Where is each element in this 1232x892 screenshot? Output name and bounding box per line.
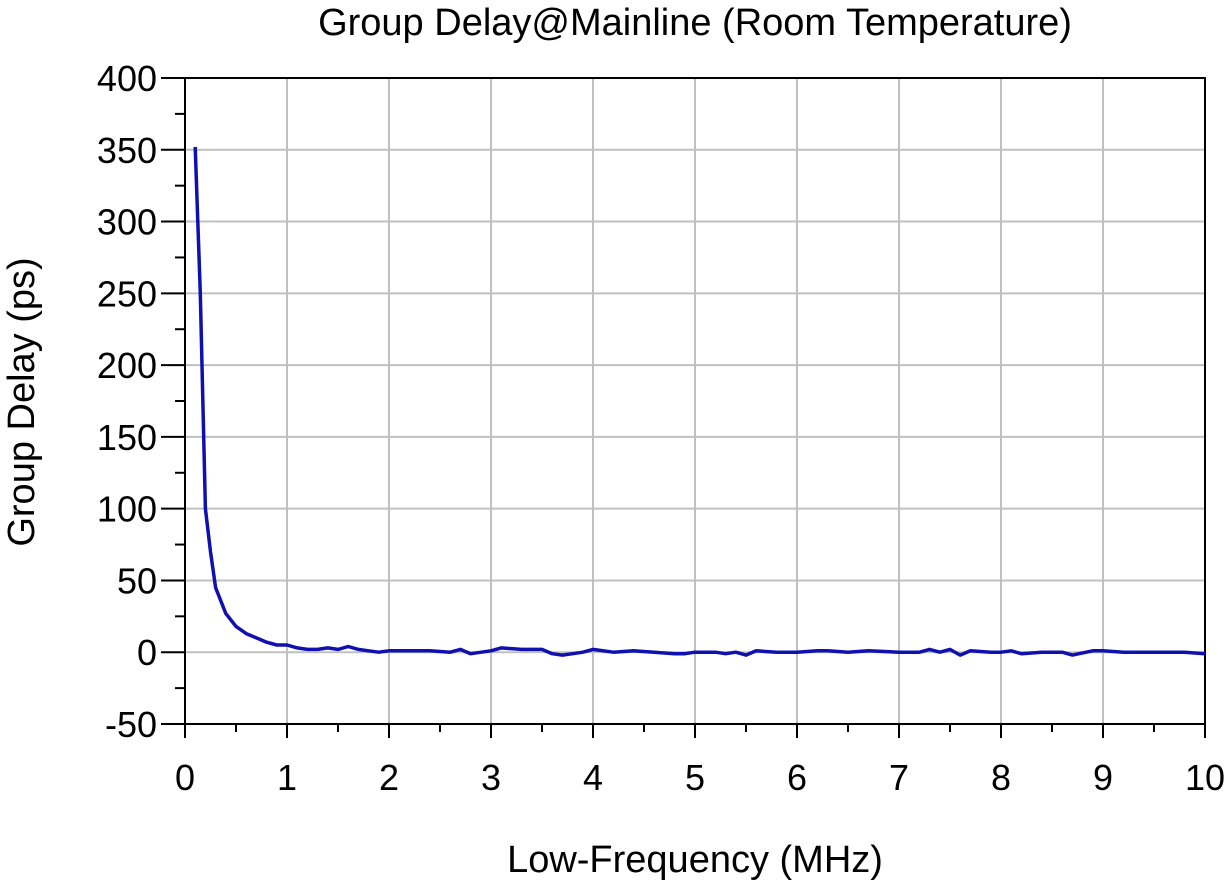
y-tick-label: -50 bbox=[105, 704, 157, 745]
x-tick-label: 4 bbox=[583, 757, 603, 798]
x-axis-label: Low-Frequency (MHz) bbox=[507, 839, 883, 881]
x-tick-label: 9 bbox=[1093, 757, 1113, 798]
series-layer bbox=[193, 146, 1206, 657]
series-line bbox=[193, 146, 1206, 657]
y-tick-label: 150 bbox=[97, 417, 157, 458]
grid-lines bbox=[185, 78, 1205, 724]
x-tick-label: 2 bbox=[379, 757, 399, 798]
y-axis-ticks: -50 0 50 100 150 200 250 300 350 400 bbox=[97, 58, 185, 745]
x-tick-label: 1 bbox=[277, 757, 297, 798]
y-tick-label: 250 bbox=[97, 273, 157, 314]
y-tick-label: 50 bbox=[117, 560, 157, 601]
x-tick-label: 5 bbox=[685, 757, 705, 798]
y-tick-label: 400 bbox=[97, 58, 157, 99]
y-tick-label: 0 bbox=[137, 632, 157, 673]
x-tick-label: 0 bbox=[175, 757, 195, 798]
x-tick-label: 8 bbox=[991, 757, 1011, 798]
x-tick-label: 10 bbox=[1185, 757, 1225, 798]
y-tick-label: 300 bbox=[97, 202, 157, 243]
x-tick-label: 3 bbox=[481, 757, 501, 798]
x-tick-label: 6 bbox=[787, 757, 807, 798]
y-tick-label: 100 bbox=[97, 489, 157, 530]
chart-title: Group Delay@Mainline (Room Temperature) bbox=[318, 2, 1072, 44]
x-tick-label: 7 bbox=[889, 757, 909, 798]
y-axis-label: Group Delay (ps) bbox=[1, 257, 43, 546]
y-tick-label: 350 bbox=[97, 130, 157, 171]
x-axis-ticks: 0 1 2 3 4 5 6 7 8 9 10 bbox=[175, 724, 1225, 798]
y-tick-label: 200 bbox=[97, 345, 157, 386]
